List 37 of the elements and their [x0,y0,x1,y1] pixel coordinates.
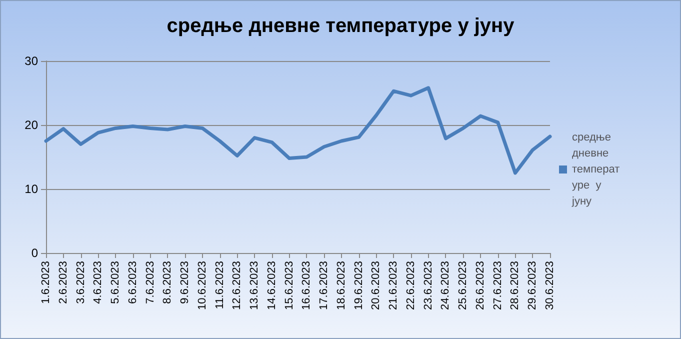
x-tick-label: 26.6.2023 [474,261,486,310]
y-tick-label: 20 [24,118,38,132]
x-tick-label: 21.6.2023 [388,261,400,310]
x-tick-label: 28.6.2023 [509,261,522,310]
line-series [44,86,552,175]
x-tick-label: 12.6.2023 [231,261,244,310]
x-tick-label: 15.6.2023 [283,261,296,310]
legend-label: средње дневне температуре у јуну [571,132,620,208]
y-tick-label: 30 [24,54,38,68]
x-tick-label: 14.6.2023 [266,261,278,310]
x-tick-label: 22.6.2023 [404,261,417,310]
x-tick-label: 4.6.2023 [92,261,104,304]
chart-title: средње дневне температуре у јуну [166,15,516,37]
x-tick-label: 11.6.2023 [214,261,226,310]
x-tick-label: 23.6.2023 [422,261,434,310]
x-tick-label: 1.6.2023 [40,261,52,304]
x-tick-label: 24.6.2023 [440,261,452,310]
x-tick-label: 5.6.2023 [110,261,122,304]
x-tick-label: 10.6.2023 [196,261,208,310]
x-tick-label: 19.6.2023 [352,261,365,310]
x-tick-label: 18.6.2023 [335,261,348,310]
x-tick-label: 20.6.2023 [370,261,382,310]
x-tick-label: 30.6.2023 [544,261,556,310]
x-tick-label: 17.6.2023 [318,261,330,310]
x-tick-label: 25.6.2023 [457,261,470,310]
y-tick-label: 0 [31,246,38,260]
x-tick-label: 2.6.2023 [57,261,70,304]
y-tick-label: 10 [24,182,38,196]
x-tick-label: 29.6.2023 [526,261,539,310]
x-tick-label: 6.6.2023 [126,261,139,304]
x-tick-label: 9.6.2023 [179,261,192,304]
x-tick-label: 7.6.2023 [144,261,156,304]
x-tick-label: 3.6.2023 [74,261,87,304]
x-tick-label: 8.6.2023 [162,261,174,304]
x-tick-label: 13.6.2023 [248,261,261,310]
x-tick-label: 16.6.2023 [300,261,313,310]
x-tick-label: 27.6.2023 [492,261,504,310]
